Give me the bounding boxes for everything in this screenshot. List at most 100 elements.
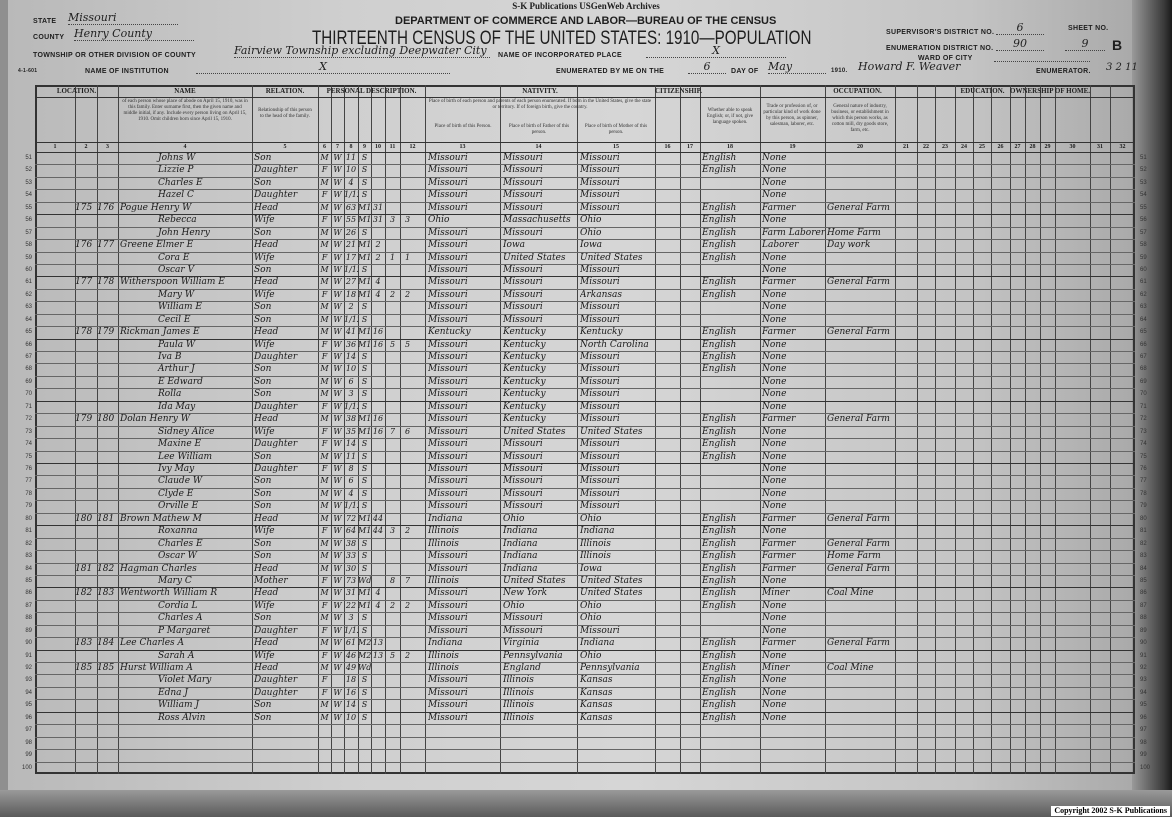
cell-bp: Missouri [428,625,468,636]
cell-ind: Coal Mine [827,663,874,674]
column-number: 11 [389,144,396,150]
column-number: 21 [903,144,909,150]
cell-dw: 178 [75,327,93,338]
line-number-right: 69 [1140,378,1147,385]
cell-dw: 185 [75,663,93,674]
cell-sex: F [321,464,328,473]
cell-age: 14 [345,352,357,362]
cell-yrs: 13 [372,650,384,660]
header-divider [35,97,1135,98]
cell-occ: None [762,625,787,636]
row-divider [35,363,1135,365]
cell-mar: S [361,551,368,561]
cell-ind: General Farm [827,277,890,288]
cell-color: W [333,563,342,573]
cell-ind: Home Farm [827,227,881,238]
cell-ind: General Farm [827,414,890,425]
cell-mar: Wd [358,575,371,585]
cell-lang: English [702,600,737,611]
census-title: THIRTEENTH CENSUS OF THE UNITED STATES: … [312,28,812,49]
column-number: 24 [961,144,967,150]
cell-color: W [333,215,342,225]
cell-age: 1/12 [344,314,358,324]
line-number-right: 68 [1140,366,1147,373]
cell-color: W [333,339,342,349]
cell-fbp: Missouri [503,289,543,300]
line-number-left: 95 [25,702,32,709]
cell-ind: Day work [827,240,871,251]
cell-fbp: United States [503,575,566,586]
row-divider [35,711,1135,713]
cell-sex: M [320,488,329,498]
cell-occ: Farmer [762,513,796,524]
cell-age: 26 [345,227,357,237]
cell-name: Brown Mathew M [120,513,202,524]
cell-occ: Miner [762,663,790,674]
cell-name: Arthur J [158,364,195,375]
cell-name: Charles A [158,613,203,624]
cell-sex: M [320,638,329,648]
cell-bp: Missouri [428,339,468,350]
line-number-right: 83 [1140,553,1147,560]
cell-age: 6 [348,476,354,486]
line-number-right: 80 [1140,515,1147,522]
column-group-location: LOCATION. [56,87,97,95]
cell-yrs: 2 [375,252,381,262]
row-divider [35,550,1135,552]
cell-sex: M [320,563,329,573]
cell-fbp: Massachusetts [503,215,571,226]
cell-bp: Missouri [428,302,468,313]
cell-age: 61 [345,638,357,648]
row-divider [35,525,1135,527]
cell-name: Mary C [158,575,192,586]
cell-color: W [333,376,342,386]
enumerated-label: Enumerated by me on the [556,68,665,75]
cell-age: 4 [348,177,354,187]
column-group-education: EDUCATION. [960,87,1005,95]
enumeration-district-value: 90 [996,37,1044,51]
cell-lang: English [702,227,737,238]
cell-occ: None [762,264,787,275]
cell-color: W [333,538,342,548]
cell-fam: 179 [97,327,115,338]
row-divider [35,313,1135,315]
cell-rel: Son [254,700,272,711]
column-number: 3 [106,144,109,150]
cell-sex: M [320,327,329,337]
cell-occ: None [762,675,787,686]
column-group-nativity: NATIVITY. [522,87,558,95]
column-number: 15 [613,144,619,150]
column-divider [118,85,119,774]
cell-age: 14 [345,700,357,710]
column-divider [577,85,578,774]
cell-lang: English [702,165,737,176]
cell-mbp: Illinois [580,551,611,562]
cell-occ: Laborer [762,240,799,251]
cell-occ: None [762,339,787,350]
line-number-right: 86 [1140,590,1147,597]
cell-name: Charles E [158,177,203,188]
line-number-left: 79 [25,503,32,510]
cell-color: W [333,439,342,449]
cell-born: 7 [389,426,396,436]
cell-mar: S [361,451,368,461]
column-group-ownership-of-home: OWNERSHIP OF HOME. [1010,87,1091,95]
cell-age: 16 [345,687,357,697]
cell-fbp: Missouri [503,202,543,213]
column-divider [700,85,701,774]
line-number-left: 55 [25,204,32,211]
cell-mbp: Missouri [580,277,620,288]
cell-mbp: Missouri [580,464,620,474]
cell-sex: F [321,526,328,536]
line-number-left: 98 [25,739,32,746]
cell-mbp: Missouri [580,625,620,636]
cell-living: 2 [404,600,411,610]
cell-sex: M [320,314,329,324]
cell-mar: S [361,190,368,200]
cell-mar: M1 [358,277,371,287]
column-divider [760,85,761,774]
cell-name: Oscar W [158,551,197,562]
line-number-right: 70 [1140,391,1147,398]
township-value: Fairview Township excluding Deepwater Ci… [234,44,490,58]
cell-fbp: Ohio [503,600,525,611]
